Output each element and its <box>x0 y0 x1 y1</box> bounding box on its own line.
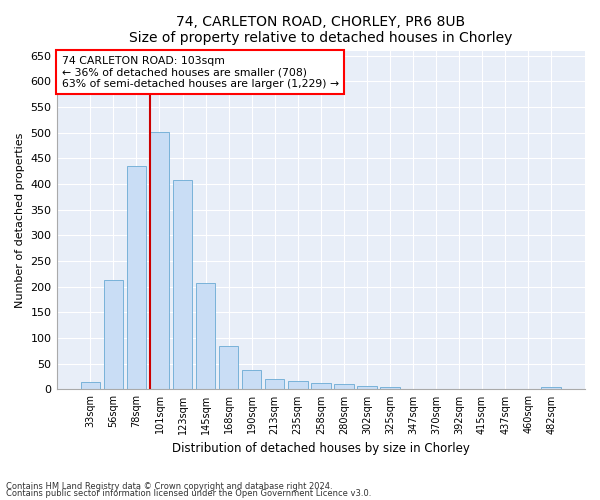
Bar <box>80 382 100 390</box>
Bar <box>334 384 353 390</box>
Bar <box>104 280 123 390</box>
Bar <box>472 389 492 390</box>
Title: 74, CARLETON ROAD, CHORLEY, PR6 8UB
Size of property relative to detached houses: 74, CARLETON ROAD, CHORLEY, PR6 8UB Size… <box>129 15 512 45</box>
Bar <box>265 379 284 390</box>
Bar <box>242 370 262 390</box>
Bar <box>357 386 377 390</box>
X-axis label: Distribution of detached houses by size in Chorley: Distribution of detached houses by size … <box>172 442 470 455</box>
Text: Contains HM Land Registry data © Crown copyright and database right 2024.: Contains HM Land Registry data © Crown c… <box>6 482 332 491</box>
Y-axis label: Number of detached properties: Number of detached properties <box>15 132 25 308</box>
Bar <box>426 389 446 390</box>
Bar <box>403 389 423 390</box>
Bar <box>541 388 561 390</box>
Bar <box>380 388 400 390</box>
Bar <box>288 380 308 390</box>
Bar <box>219 346 238 390</box>
Bar <box>196 283 215 390</box>
Bar <box>127 166 146 390</box>
Bar <box>173 180 193 390</box>
Text: 74 CARLETON ROAD: 103sqm
← 36% of detached houses are smaller (708)
63% of semi-: 74 CARLETON ROAD: 103sqm ← 36% of detach… <box>62 56 339 89</box>
Text: Contains public sector information licensed under the Open Government Licence v3: Contains public sector information licen… <box>6 490 371 498</box>
Bar <box>149 132 169 390</box>
Bar <box>311 384 331 390</box>
